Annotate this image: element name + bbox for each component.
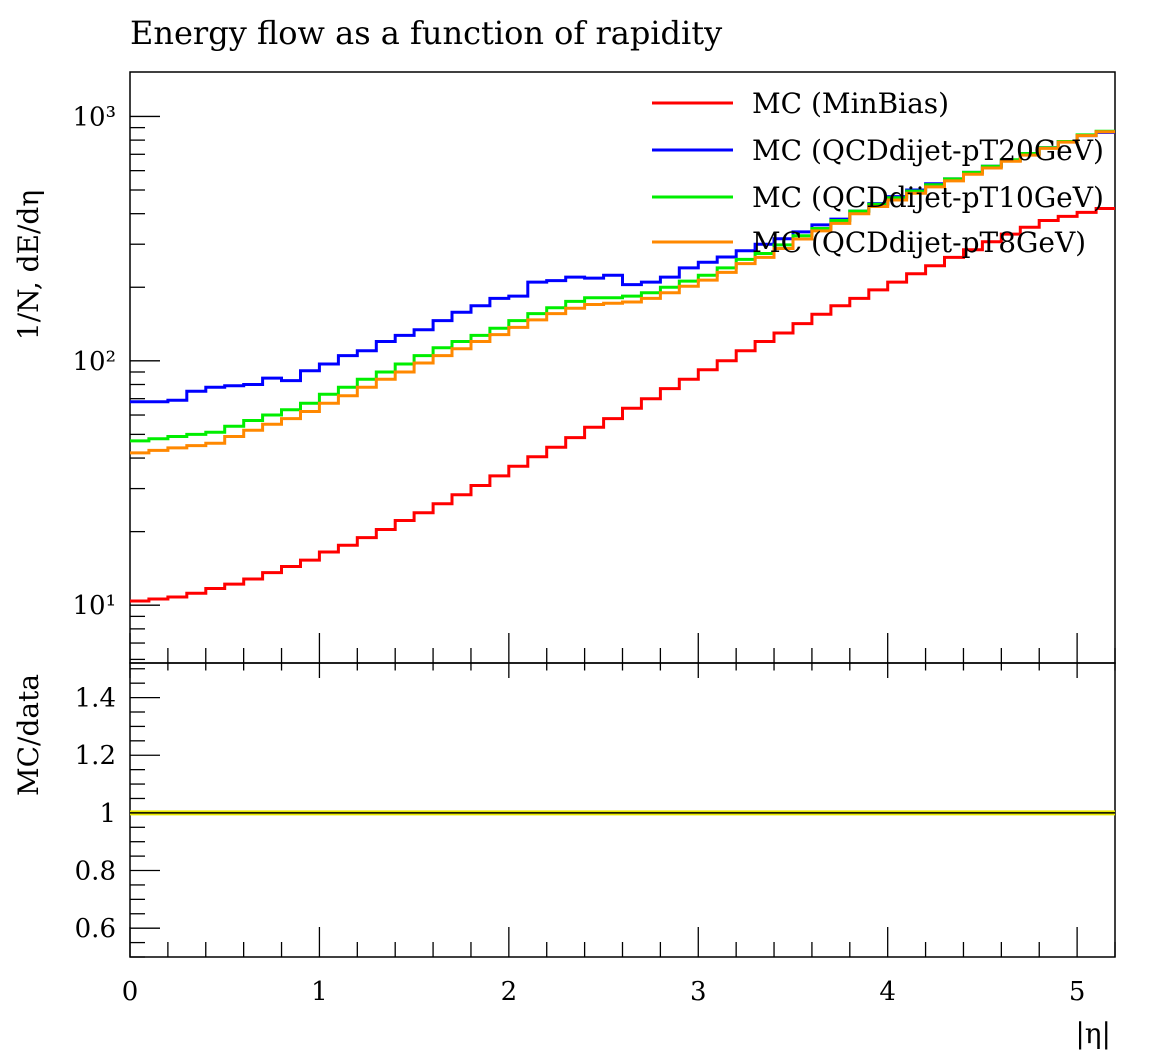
- legend-label: MC (QCDdijet-pT20GeV): [752, 134, 1104, 167]
- main-y-ticks: 10¹ 10² 10³: [72, 102, 160, 661]
- main-panel: 10¹ 10² 10³ 1/N, dE/dη MC (MinBias) MC (QCD…: [12, 71, 1116, 664]
- ratio-x-ticks: [129, 663, 1116, 957]
- legend-label: MC (QCDdijet-pT10GeV): [752, 181, 1104, 214]
- chart-title: Energy flow as a function of rapidity: [130, 14, 722, 52]
- ratio-y-tick-label: 0.6: [75, 914, 116, 944]
- x-axis-label: |η|: [1075, 1017, 1111, 1050]
- series-line: [130, 207, 1115, 603]
- x-tick-label: 5: [1069, 977, 1086, 1007]
- legend-label: MC (QCDdijet-pT8GeV): [752, 226, 1086, 259]
- x-tick-labels: 0 1 2 3 4 5: [122, 977, 1086, 1007]
- ratio-panel: 0.6 0.8 1 1.2 1.4 MC/data: [12, 662, 1116, 958]
- ratio-y-tick-label: 1.2: [75, 741, 116, 771]
- legend: MC (MinBias) MC (QCDdijet-pT20GeV) MC (QCD…: [652, 87, 1104, 259]
- x-tick-label: 4: [879, 977, 896, 1007]
- series-line: [130, 130, 1115, 455]
- ratio-y-axis-label: MC/data: [12, 674, 45, 796]
- main-x-ticks: [129, 633, 1116, 663]
- main-y-tick-label: 10¹: [72, 591, 116, 621]
- ratio-y-tick-label: 0.8: [75, 857, 116, 887]
- series-layer: [130, 129, 1115, 603]
- main-y-tick-label: 10²: [72, 347, 116, 377]
- main-y-axis-label: 1/N, dE/dη: [12, 190, 45, 340]
- ratio-plot-frame: [129, 662, 1116, 958]
- x-tick-label: 1: [311, 977, 328, 1007]
- main-y-tick-label: 10³: [72, 102, 116, 132]
- ratio-y-tick-label: 1.4: [75, 684, 116, 714]
- x-tick-label: 2: [501, 977, 518, 1007]
- x-tick-label: 3: [690, 977, 707, 1007]
- legend-label: MC (MinBias): [752, 87, 949, 120]
- x-tick-label: 0: [122, 977, 139, 1007]
- ratio-y-tick-label: 1: [99, 799, 116, 829]
- series-line: [130, 129, 1115, 443]
- ratio-y-ticks: 0.6 0.8 1 1.2 1.4: [75, 668, 160, 958]
